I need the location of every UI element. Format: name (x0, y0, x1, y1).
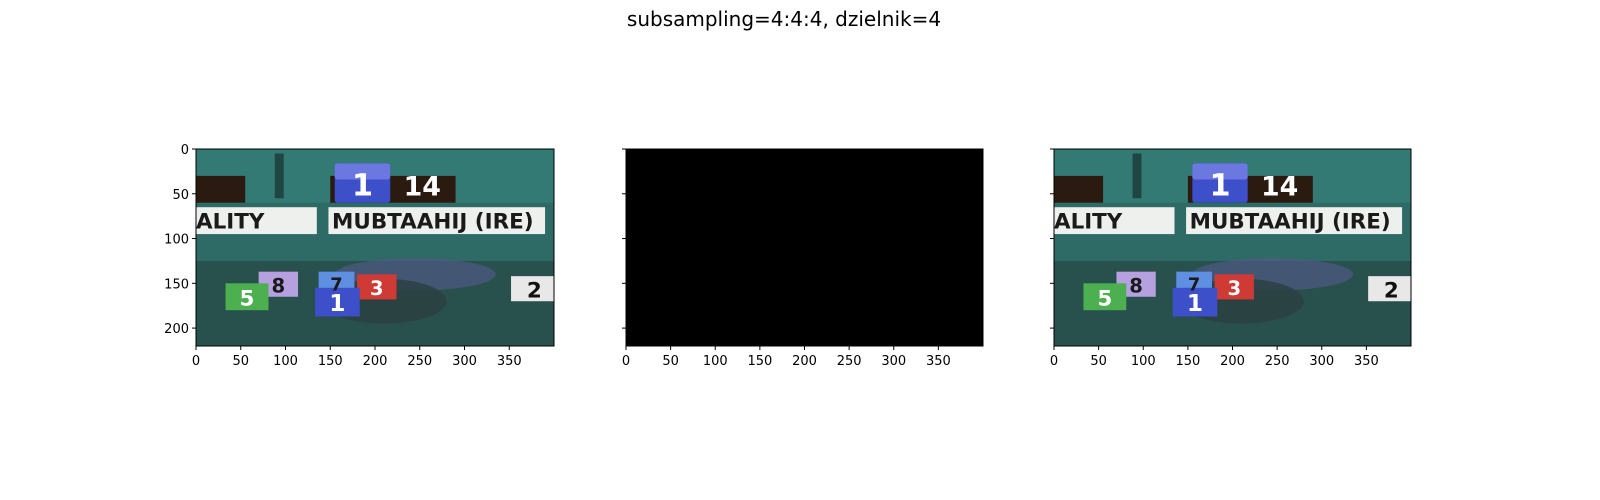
x-tick-label: 250 (837, 354, 862, 369)
saddlecloth-3: 3 (370, 277, 384, 300)
saddlecloth-8: 8 (1129, 274, 1143, 297)
x-tick-label: 350 (497, 354, 522, 369)
x-tick-label: 250 (1265, 354, 1290, 369)
x-tick-label: 250 (407, 354, 432, 369)
saddlecloth-2: 2 (527, 279, 542, 304)
x-tick-label: 100 (273, 354, 298, 369)
left-name-fragment: ALITY (196, 210, 265, 235)
y-tick-label: 100 (164, 233, 189, 248)
x-tick-label: 0 (622, 354, 630, 369)
saddlecloth-7: 7 (330, 274, 342, 295)
saddlecloth-5: 5 (240, 287, 255, 312)
panel-left: 1 14 ALITY MUBTAAHIJ (IRE) 8 7 3 5 1 2 0… (164, 143, 555, 369)
x-tick-label: 100 (1131, 354, 1156, 369)
top-odds: 14 (1261, 172, 1298, 203)
x-tick-label: 350 (1354, 354, 1379, 369)
horse-name: MUBTAAHIJ (IRE) (1190, 210, 1391, 235)
panel-right-axes: 0 50 100 150 200 250 300 350 (1050, 148, 1379, 369)
y-tick-label: 50 (172, 188, 189, 203)
panel-left-axes: 0 50 100 150 200 250 300 350 0 50 100 150 200 (164, 143, 521, 369)
saddlecloth-7: 7 (1188, 274, 1200, 295)
saddlecloth-1: 1 (329, 290, 345, 317)
x-tick-label: 50 (662, 354, 679, 369)
left-name-fragment: ALITY (1054, 210, 1123, 235)
panel-left-image: 1 14 ALITY MUBTAAHIJ (IRE) 8 7 3 5 1 2 (196, 149, 554, 346)
top-odds: 14 (404, 172, 441, 203)
x-tick-label: 200 (1220, 354, 1245, 369)
x-tick-label: 350 (926, 354, 951, 369)
x-tick-label: 200 (792, 354, 817, 369)
x-tick-label: 0 (192, 354, 200, 369)
y-tick-label: 0 (181, 143, 189, 158)
x-tick-label: 150 (747, 354, 772, 369)
top-badge-number: 1 (1209, 169, 1230, 204)
x-tick-label: 300 (1309, 354, 1334, 369)
x-tick-label: 200 (363, 354, 388, 369)
panel-middle: 0 50 100 150 200 250 300 350 (622, 148, 984, 369)
horse-name: MUBTAAHIJ (IRE) (332, 210, 534, 235)
x-tick-label: 0 (1050, 354, 1058, 369)
x-tick-label: 300 (452, 354, 477, 369)
saddlecloth-8: 8 (271, 274, 285, 297)
x-tick-label: 150 (1175, 354, 1200, 369)
top-badge-number: 1 (352, 169, 373, 204)
x-tick-label: 150 (318, 354, 343, 369)
saddlecloth-1: 1 (1187, 290, 1203, 317)
panel-right: 1 14 ALITY MUBTAAHIJ (IRE) 8 7 3 5 1 2 0… (1050, 148, 1412, 369)
panel-middle-axes: 0 50 100 150 200 250 300 350 (622, 148, 951, 369)
x-tick-label: 50 (232, 354, 249, 369)
x-tick-label: 100 (703, 354, 728, 369)
saddlecloth-3: 3 (1227, 277, 1241, 300)
saddlecloth-2: 2 (1384, 279, 1399, 304)
saddlecloth-5: 5 (1097, 287, 1112, 312)
y-tick-label: 200 (164, 322, 189, 337)
x-tick-label: 50 (1090, 354, 1107, 369)
panel-right-image: 1 14 ALITY MUBTAAHIJ (IRE) 8 7 3 5 1 2 (1054, 149, 1411, 346)
figure-title: subsampling=4:4:4, dzielnik=4 (627, 7, 941, 31)
panel-middle-image (626, 149, 983, 346)
x-tick-label: 300 (881, 354, 906, 369)
y-tick-label: 150 (164, 277, 189, 292)
